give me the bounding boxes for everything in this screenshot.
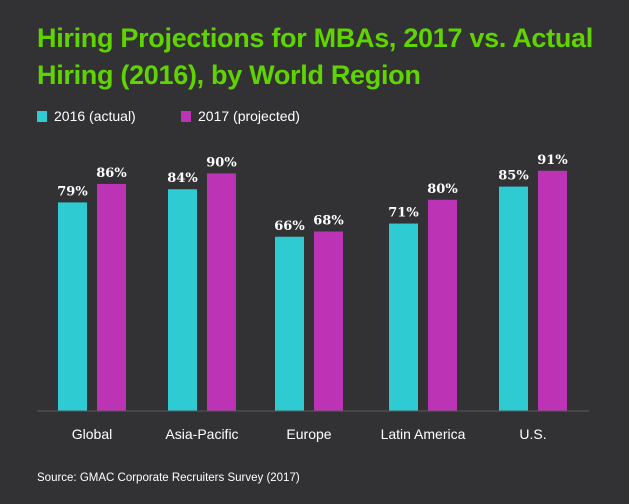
category-label: Asia-Pacific [165, 426, 238, 442]
data-label: 86% [96, 166, 127, 181]
bar-Asia-Pacific-1 [207, 173, 236, 411]
category-label: Latin America [381, 426, 466, 442]
legend-item-2016: 2016 (actual) [37, 108, 136, 124]
category-label: Global [72, 426, 112, 442]
legend-item-2017: 2017 (projected) [181, 108, 300, 124]
legend-swatch-2016 [37, 110, 47, 122]
bar-Global-1 [97, 183, 126, 411]
data-label: 66% [274, 219, 305, 234]
data-label: 85% [498, 169, 529, 184]
bar-Global-0 [58, 202, 87, 411]
legend-label-2017: 2017 (projected) [198, 108, 300, 124]
bar-U.S.-0 [499, 186, 528, 411]
data-label: 91% [537, 153, 568, 168]
data-label: 71% [388, 206, 419, 221]
data-label: 84% [167, 171, 198, 186]
legend-swatch-2017 [181, 110, 191, 122]
data-label: 79% [57, 184, 88, 199]
source-note: Source: GMAC Corporate Recruiters Survey… [37, 472, 300, 484]
bar-U.S.-1 [538, 170, 567, 411]
bar-Europe-0 [275, 236, 304, 411]
data-label: 68% [313, 213, 344, 228]
bar-Asia-Pacific-0 [168, 189, 197, 411]
data-label: 80% [427, 182, 458, 197]
category-label: U.S. [519, 426, 546, 442]
chart-title: Hiring Projections for MBAs, 2017 vs. Ac… [37, 23, 593, 90]
bar-Latin America-0 [389, 223, 418, 411]
bar-Europe-1 [314, 231, 343, 411]
bar-Latin America-1 [428, 199, 457, 411]
category-label: Europe [286, 426, 331, 442]
data-label: 90% [206, 155, 237, 170]
legend-label-2016: 2016 (actual) [54, 108, 136, 124]
